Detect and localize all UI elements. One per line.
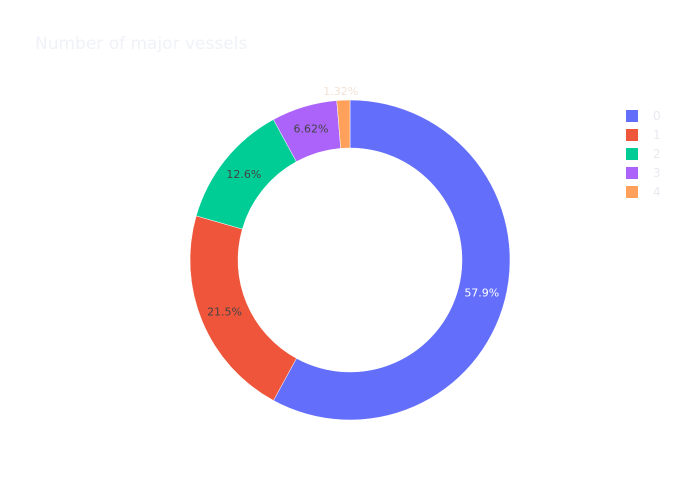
chart-title: Number of major vessels bbox=[35, 34, 248, 54]
legend-label: 2 bbox=[653, 146, 661, 161]
legend-label: 3 bbox=[653, 165, 661, 180]
slice-0[interactable] bbox=[273, 99, 511, 421]
legend: 0 1 2 3 4 bbox=[626, 106, 661, 201]
slice-label-0: 57.9% bbox=[464, 287, 499, 300]
slice-4[interactable] bbox=[336, 99, 351, 149]
legend-item-0[interactable]: 0 bbox=[626, 106, 661, 125]
legend-swatch bbox=[626, 109, 638, 122]
legend-item-1[interactable]: 1 bbox=[626, 125, 661, 144]
legend-label: 1 bbox=[653, 127, 661, 142]
slice-label-2: 12.6% bbox=[226, 168, 261, 181]
slice-1[interactable] bbox=[189, 215, 297, 401]
legend-label: 0 bbox=[653, 108, 661, 123]
legend-item-4[interactable]: 4 bbox=[626, 182, 661, 201]
legend-item-3[interactable]: 3 bbox=[626, 163, 661, 182]
legend-swatch bbox=[626, 128, 638, 141]
slice-label-4: 1.32% bbox=[323, 85, 358, 98]
slice-label-3: 6.62% bbox=[293, 123, 328, 136]
legend-swatch bbox=[626, 166, 638, 179]
legend-swatch bbox=[626, 147, 638, 160]
legend-label: 4 bbox=[653, 184, 661, 199]
legend-swatch bbox=[626, 185, 638, 198]
slice-label-1: 21.5% bbox=[207, 306, 242, 319]
legend-item-2[interactable]: 2 bbox=[626, 144, 661, 163]
